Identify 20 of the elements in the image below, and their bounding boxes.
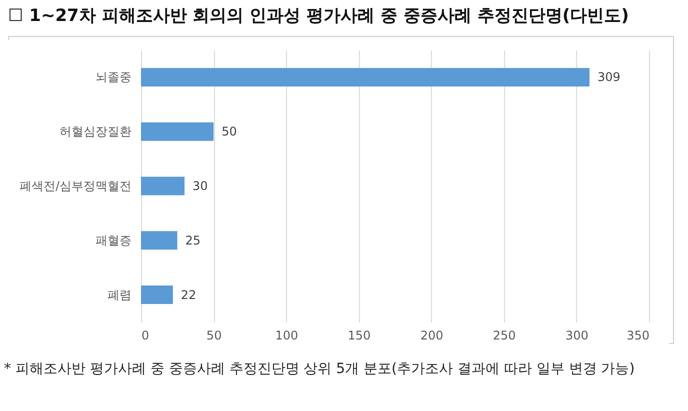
chart-title: ☐ 1~27차 피해조사반 회의의 인과성 평가사례 중 중증사례 추정진단명(다빈도) xyxy=(8,5,629,27)
x-tick-label: 250 xyxy=(492,328,516,342)
y-tick-label: 허혈심장질환 xyxy=(60,124,132,139)
x-tick-label: 200 xyxy=(420,328,444,342)
x-tick-label: 150 xyxy=(348,328,371,342)
data-label: 50 xyxy=(222,124,237,139)
x-tick-label: 300 xyxy=(565,328,588,342)
data-label: 309 xyxy=(597,70,620,84)
data-label: 22 xyxy=(180,288,196,302)
data-label: 30 xyxy=(192,179,208,193)
x-tick-label: 50 xyxy=(206,328,222,342)
y-tick-label: 폐색전/심부정맥혈전 xyxy=(19,179,132,193)
data-label: 25 xyxy=(185,233,201,248)
x-tick-label: 350 xyxy=(626,328,650,342)
y-tick-label: 폐렴 xyxy=(108,288,132,302)
x-tick-label: 0 xyxy=(142,328,150,342)
text: * 피해조사반 평가사례 중 중증사례 추정진단명 상위 5개 분포(추가조사 결과에 따라 일부 변경 가능) xyxy=(4,360,636,379)
x-tick-label: 100 xyxy=(275,328,298,342)
y-tick-label: 뇌졸중 xyxy=(96,70,132,84)
y-tick-label: 패혈증 xyxy=(96,233,132,248)
